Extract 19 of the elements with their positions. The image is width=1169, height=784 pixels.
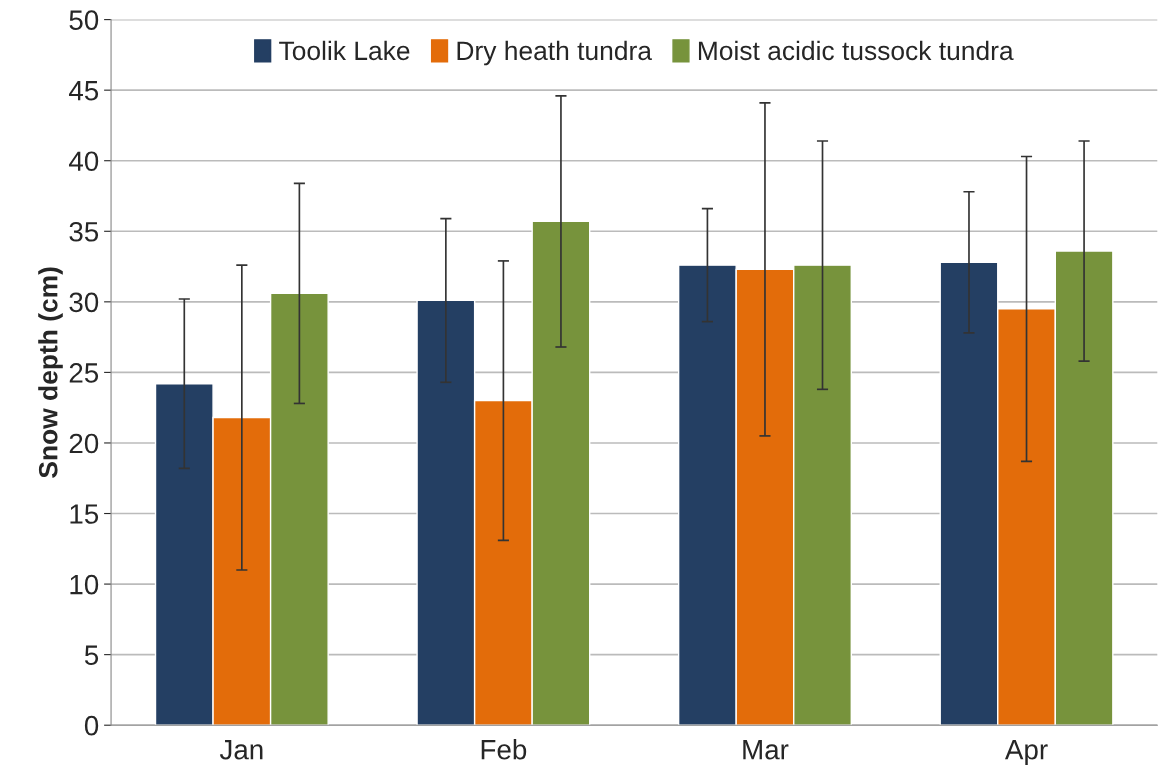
y-tick-label: 35 [69, 221, 99, 242]
x-tick-label: Apr [1004, 740, 1048, 765]
x-tick-label: Jan [219, 740, 263, 760]
y-tick-label: 0 [84, 715, 99, 736]
legend-label: Toolik Lake [279, 40, 410, 61]
x-tick-label: Feb [481, 739, 527, 760]
y-tick-label: 30 [69, 292, 99, 313]
x-tick-label: Mar [743, 740, 789, 760]
y-tick-label: 15 [70, 504, 99, 524]
y-tick-label: 5 [84, 645, 99, 665]
y-tick-label: 25 [69, 363, 99, 383]
y-tick-label: 10 [70, 574, 99, 595]
y-tick-label: 50 [69, 10, 99, 30]
legend-label: Moist acidic tussock tundra [698, 40, 1014, 61]
y-tick-label: 45 [68, 81, 99, 101]
y-tick-label: 40 [68, 151, 99, 172]
y-axis-title: Snow depth (cm) [38, 267, 63, 478]
y-tick-label: 20 [69, 433, 99, 454]
legend-label: Dry heath tundra [457, 40, 652, 66]
